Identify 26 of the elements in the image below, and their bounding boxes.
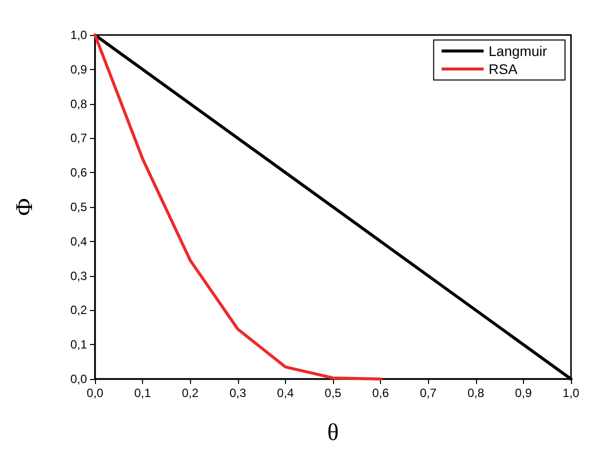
y-tick-label: 0,8	[70, 96, 88, 111]
x-axis-title: θ	[327, 420, 339, 446]
y-tick-label: 1,0	[70, 28, 88, 42]
x-tick-label: 0,3	[229, 386, 246, 400]
x-tick-label: 0,0	[86, 386, 104, 400]
y-tick-label: 0,5	[70, 200, 88, 214]
y-tick-label: 0,9	[70, 62, 88, 76]
y-axis-title: Φ	[12, 198, 38, 216]
x-tick-label: 0,7	[420, 386, 437, 400]
legend-label: RSA	[488, 61, 518, 77]
y-tick-label: 0,6	[70, 166, 88, 180]
y-tick-label: 0,0	[70, 372, 88, 386]
y-tick-label: 0,2	[70, 303, 88, 318]
x-tick-label: 0,2	[182, 386, 199, 400]
y-tick-label: 0,7	[70, 131, 88, 146]
y-tick-label: 0,4	[70, 234, 88, 248]
x-tick-label: 0,9	[515, 386, 532, 400]
x-tick-label: 0,4	[277, 386, 294, 400]
x-tick-label: 0,6	[372, 386, 390, 400]
y-tick-label: 0,3	[70, 268, 88, 283]
legend-label: Langmuir	[488, 43, 548, 59]
x-tick-label: 0,8	[467, 386, 484, 400]
x-tick-label: 1,0	[562, 386, 580, 400]
y-tick-label: 0,1	[70, 338, 88, 352]
x-tick-label: 0,1	[134, 386, 152, 400]
x-tick-label: 0,5	[324, 386, 342, 400]
